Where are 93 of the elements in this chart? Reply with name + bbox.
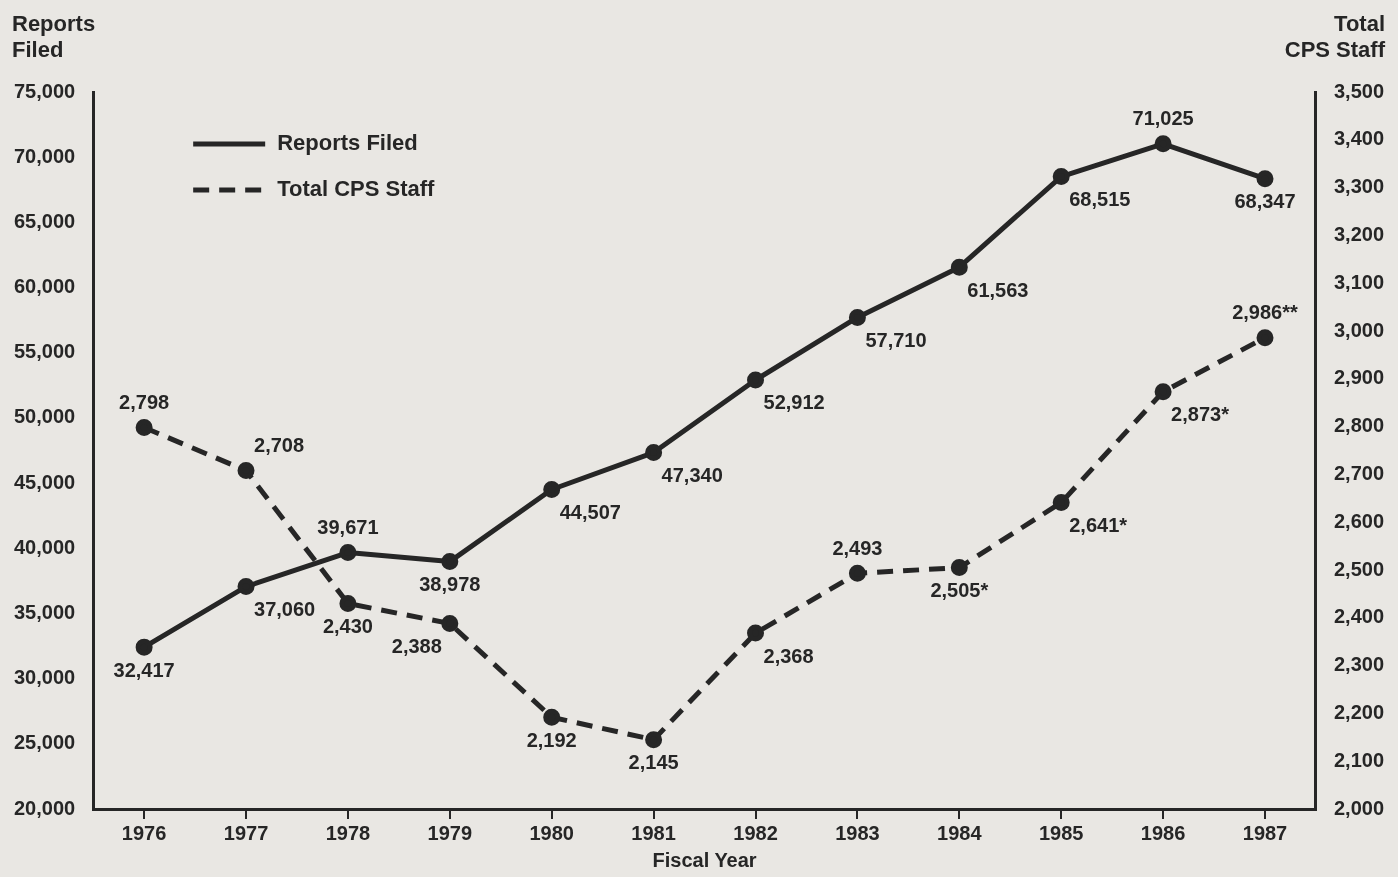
x-tick-label: 1984 [937,821,983,844]
point [848,564,866,582]
y-tick-label: 70,000 [14,144,76,167]
data-label: 37,060 [254,598,316,621]
x-tick-label: 1979 [427,821,473,844]
y-tick-label: 30,000 [14,666,76,689]
y2-tick-label: 3,500 [1333,79,1385,102]
point [543,481,561,499]
data-label: 47,340 [661,464,723,487]
point [950,258,968,276]
y2-tick-label: 3,000 [1333,318,1385,341]
data-label: 71,025 [1132,107,1194,130]
data-label: 61,563 [967,278,1029,301]
y-tick-label: 35,000 [14,600,76,623]
data-label: 44,507 [559,501,621,524]
data-label: 2,873* [1171,403,1230,426]
x-tick-label: 1977 [223,821,269,844]
data-label: 68,347 [1234,190,1296,213]
y-tick-label: 55,000 [14,340,76,363]
x-tick-label: 1987 [1242,821,1288,844]
point [1154,135,1172,153]
point [135,638,153,656]
data-label: 2,192 [526,728,577,751]
y-tick-label: 65,000 [14,209,76,232]
x-tick-label: 1985 [1038,821,1084,844]
y2-tick-label: 3,300 [1333,175,1385,198]
point [1154,383,1172,401]
y2-tick-label: 2,200 [1333,700,1385,723]
y2-tick-label: 2,600 [1333,509,1385,532]
point [1052,168,1070,186]
point [441,615,459,633]
y2-tick-label: 2,100 [1333,748,1385,771]
point [1256,329,1274,347]
y2-tick-label: 3,400 [1333,127,1385,150]
point [1256,170,1274,188]
x-tick-label: 1982 [733,821,778,844]
point [339,594,357,612]
point [1052,494,1070,512]
point [645,731,663,749]
y2-tick-label: 2,000 [1333,796,1385,819]
legend-label: Total CPS Staff [277,176,436,202]
data-label: 2,708 [254,434,305,457]
point [747,371,765,389]
point [237,462,255,480]
data-label: 2,493 [832,536,883,559]
data-label: 57,710 [865,328,927,351]
x-tick-label: 1976 [121,821,167,844]
y-tick-label: 45,000 [14,470,76,493]
y2-tick-label: 3,200 [1333,222,1385,245]
x-tick-label: 1980 [529,821,574,844]
data-label: 32,417 [113,658,175,681]
y2-tick-label: 2,900 [1333,366,1385,389]
y2-axis-title: Total CPS Staff [1284,11,1386,63]
data-label: 2,430 [322,614,373,637]
y2-tick-label: 2,700 [1333,461,1385,484]
y-tick-label: 40,000 [14,535,76,558]
x-axis-title: Fiscal Year [652,848,757,871]
y2-tick-label: 2,300 [1333,653,1385,676]
point [950,559,968,577]
x-tick-label: 1981 [631,821,676,844]
y-tick-label: 60,000 [14,275,76,298]
data-label: 39,671 [317,516,379,539]
legend-label: Reports Filed [277,130,418,156]
x-tick-label: 1986 [1140,821,1186,844]
point [747,624,765,642]
y2-tick-label: 2,400 [1333,605,1385,628]
y-tick-label: 75,000 [14,79,76,102]
point [543,708,561,726]
y2-tick-label: 3,100 [1333,270,1385,293]
data-label: 2,368 [763,644,814,667]
point [339,544,357,562]
data-label: 2,145 [628,751,679,774]
y-axis-title: Reports Filed [12,11,96,63]
point [645,444,663,462]
point [237,578,255,596]
data-label: 2,505* [930,579,989,602]
y-tick-label: 25,000 [14,731,76,754]
data-label: 68,515 [1069,188,1131,211]
x-tick-label: 1983 [835,821,880,844]
data-label: 38,978 [419,573,481,596]
point [135,419,153,437]
data-label: 2,798 [119,391,170,414]
data-label: 2,641* [1069,514,1128,537]
point [848,308,866,326]
data-label: 2,986** [1232,301,1299,324]
y-tick-label: 50,000 [14,405,76,428]
y-tick-label: 20,000 [14,796,76,819]
y2-tick-label: 2,500 [1333,557,1385,580]
data-label: 2,388 [391,635,442,658]
x-tick-label: 1978 [325,821,371,844]
y2-tick-label: 2,800 [1333,414,1385,437]
point [441,553,459,571]
data-label: 52,912 [763,391,825,414]
